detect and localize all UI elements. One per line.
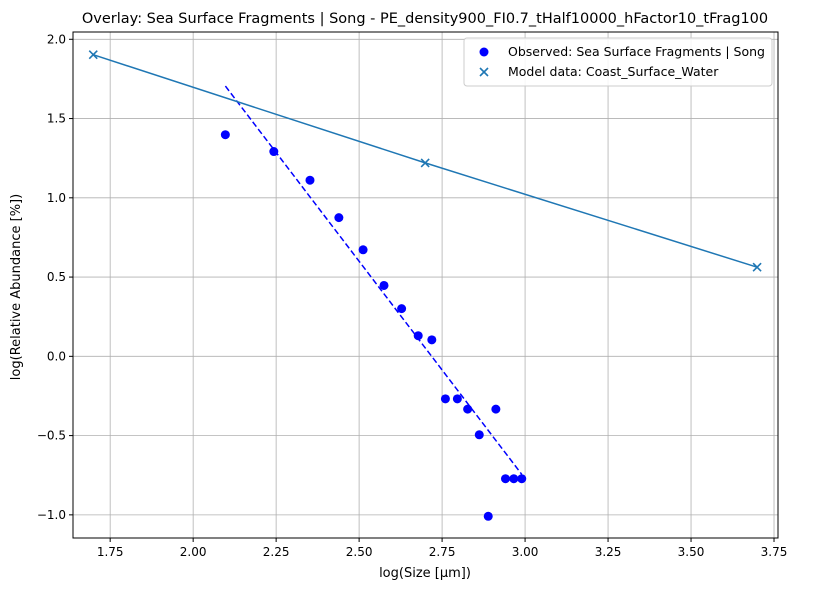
observed-point bbox=[509, 474, 519, 484]
x-marker-stroke bbox=[752, 262, 762, 272]
x-tick-label: 1.75 bbox=[97, 545, 124, 559]
x-marker-stroke bbox=[420, 158, 430, 168]
y-tick-label: −0.5 bbox=[37, 429, 66, 443]
y-tick-label: −1.0 bbox=[37, 508, 66, 522]
y-tick-label: 0.0 bbox=[47, 349, 66, 363]
y-axis-label: log(Relative Abundance [%]) bbox=[9, 194, 24, 380]
chart-title: Overlay: Sea Surface Fragments | Song - … bbox=[82, 11, 768, 27]
plot-area: 1.75 2.00 2.25 2.50 2.75 3.00 3.25 3.50 3.75 −1.0… bbox=[37, 31, 788, 559]
model-point bbox=[752, 262, 762, 272]
observed-point bbox=[334, 213, 344, 223]
y-tick-label: 0.5 bbox=[47, 270, 66, 284]
observed-point bbox=[397, 304, 407, 314]
observed-point bbox=[517, 474, 527, 484]
y-tick-label: 1.0 bbox=[47, 191, 66, 205]
x-tick-label: 3.75 bbox=[761, 545, 788, 559]
legend-model-marker bbox=[479, 67, 489, 77]
legend: Observed: Sea Surface Fragments | Song Mo… bbox=[463, 37, 773, 87]
x-marker-stroke bbox=[479, 67, 489, 77]
y-tick-label: 2.0 bbox=[47, 32, 66, 46]
observed-point bbox=[483, 511, 493, 521]
observed-point bbox=[379, 280, 389, 290]
legend-entry-label: Model data: Coast_Surface_Water bbox=[508, 64, 719, 79]
observed-point bbox=[452, 394, 462, 404]
observed-point bbox=[440, 394, 450, 404]
observed-point bbox=[491, 404, 501, 414]
observed-point bbox=[463, 404, 473, 414]
legend-box bbox=[463, 37, 773, 87]
observed-point bbox=[413, 331, 423, 341]
observed-point bbox=[358, 245, 368, 255]
observed-point bbox=[220, 130, 230, 140]
y-tick-label: 1.5 bbox=[47, 112, 66, 126]
observed-point bbox=[305, 175, 315, 185]
observed-point bbox=[427, 335, 437, 345]
x-tick-label: 2.50 bbox=[346, 545, 373, 559]
x-axis-label: log(Size [µm]) bbox=[379, 566, 471, 581]
x-tick-label: 3.50 bbox=[678, 545, 705, 559]
observed-point bbox=[500, 474, 510, 484]
observed-point bbox=[474, 430, 484, 440]
x-marker-stroke bbox=[88, 50, 98, 60]
model-point bbox=[88, 50, 98, 60]
x-tick-label: 2.75 bbox=[429, 545, 456, 559]
x-tick-label: 3.25 bbox=[595, 545, 622, 559]
legend-entry-label: Observed: Sea Surface Fragments | Song bbox=[508, 44, 765, 59]
x-tick-label: 2.00 bbox=[180, 545, 207, 559]
observed-point bbox=[269, 147, 279, 157]
x-tick-label: 3.00 bbox=[512, 545, 539, 559]
axes-frame bbox=[72, 31, 779, 539]
model-point bbox=[420, 158, 430, 168]
legend-observed-marker bbox=[479, 47, 489, 57]
x-tick-label: 2.25 bbox=[263, 545, 290, 559]
